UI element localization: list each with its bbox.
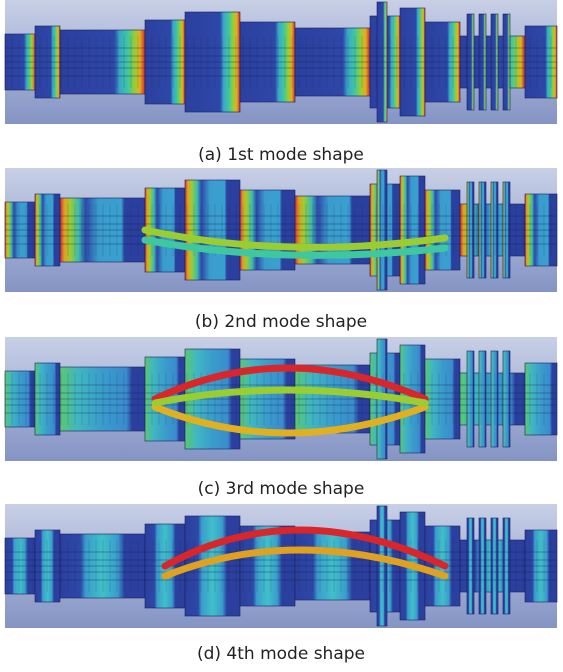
mode-panel bbox=[5, 168, 557, 292]
mode-panel bbox=[5, 504, 557, 628]
panel-caption: (c) 3rd mode shape bbox=[198, 479, 365, 499]
panel-caption: (a) 1st mode shape bbox=[198, 145, 364, 165]
figure: (a) 1st mode shape (b) 2nd mode shape (c) … bbox=[0, 0, 563, 668]
panel-caption: (b) 2nd mode shape bbox=[195, 312, 367, 332]
mode-panel bbox=[5, 0, 557, 124]
panel-caption: (d) 4th mode shape bbox=[197, 644, 365, 664]
mode-panel bbox=[5, 337, 557, 461]
